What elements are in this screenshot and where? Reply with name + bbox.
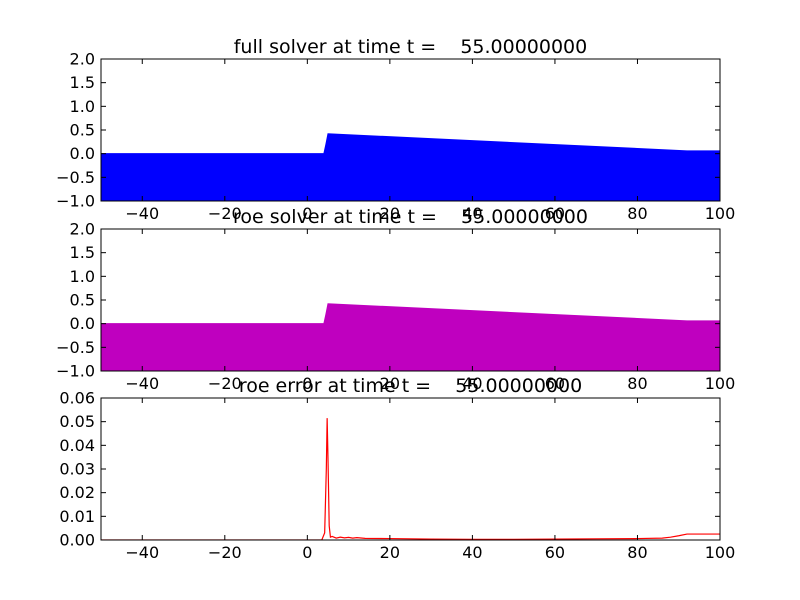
x-tick-label: 60 [545,204,565,223]
y-tick-label: 0.05 [59,412,95,431]
y-tick-label: −1.0 [56,362,95,381]
chart-title: roe solver at time t = 55.00000000 [233,206,588,228]
y-tick-label: 0.5 [70,291,95,310]
area-series-1 [101,303,720,371]
y-tick-label: 1.5 [70,73,95,92]
x-tick-label: 60 [545,374,565,393]
y-tick-label: 2.0 [70,220,95,239]
y-tick-label: 0.5 [70,121,95,140]
x-tick-label: 100 [705,374,736,393]
x-tick-label: −40 [125,543,159,562]
y-tick-label: 0.0 [70,314,95,333]
x-tick-label: 100 [705,543,736,562]
x-tick-label: 100 [705,204,736,223]
y-tick-label: 1.0 [70,97,95,116]
x-tick-label: −40 [125,374,159,393]
x-tick-label: 80 [627,204,647,223]
y-tick-label: 1.5 [70,243,95,262]
y-tick-label: −0.5 [56,338,95,357]
line-series-1 [101,418,720,540]
subplot-3: −40 −20 0 20 40 60 80 100 0.00 0.01 0.02 0.03 0.04 0.… [59,375,735,562]
area-series-1 [101,133,720,201]
x-tick-label: −40 [125,204,159,223]
x-tick-label: −20 [208,204,242,223]
y-tick-label: −0.5 [56,168,95,187]
x-tick-label: −20 [208,543,242,562]
x-tick-label: −20 [208,374,242,393]
x-tick-label: 0 [302,204,312,223]
axes-frame [100,397,721,541]
y-tick-label: 0.06 [59,389,95,408]
x-tick-label: 80 [627,543,647,562]
y-tick-label: 0.01 [59,507,95,526]
subplot-1: −40 −20 0 20 40 60 80 100 −1.0 −0.5 0.0 0.5 1.0 1.5 2.… [56,36,735,223]
y-tick-label: 2.0 [70,50,95,69]
y-tick-label: 0.02 [59,483,95,502]
y-tick-label: 0.0 [70,144,95,163]
x-tick-label: 40 [462,543,482,562]
chart-title: full solver at time t = 55.00000000 [234,36,588,58]
x-tick-label: 20 [380,374,400,393]
x-tick-label: 20 [380,543,400,562]
x-tick-label: 20 [380,204,400,223]
x-tick-label: 40 [462,204,482,223]
y-tick-label: 0.03 [59,460,95,479]
x-tick-label: 40 [462,374,482,393]
x-tick-label: 60 [545,543,565,562]
x-tick-label: 0 [302,543,312,562]
y-tick-label: 0.00 [59,531,95,550]
subplot-2: −40 −20 0 20 40 60 80 100 −1.0 −0.5 0.0 0.5 1.0 1.5 2.… [56,206,735,393]
x-tick-label: 80 [627,374,647,393]
x-tick-label: 0 [302,374,312,393]
y-tick-label: 0.04 [59,436,95,455]
y-tick-label: −1.0 [56,192,95,211]
chart-title: roe error at time t = 55.00000000 [239,375,582,397]
y-tick-label: 1.0 [70,267,95,286]
